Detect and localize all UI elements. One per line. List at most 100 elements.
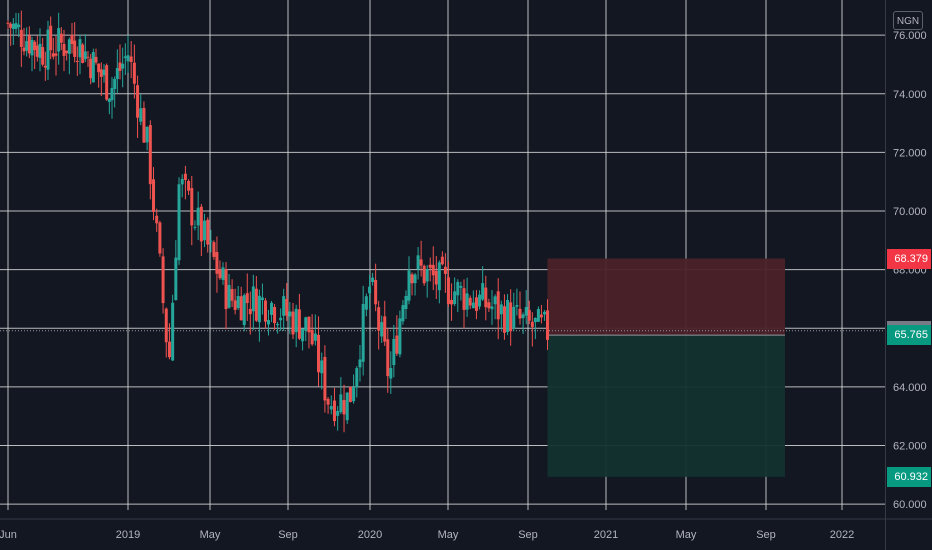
candle-body: [313, 333, 317, 341]
candle-body: [174, 257, 178, 301]
candle-body: [395, 335, 399, 354]
candle-body: [11, 23, 15, 29]
candle-body: [368, 286, 372, 294]
candle-body: [410, 274, 414, 284]
y-tick-label: 76.000: [893, 30, 927, 42]
candle-body: [263, 300, 267, 322]
candle-body: [190, 188, 194, 226]
long-position-tool[interactable]: [0, 258, 885, 477]
candle-body: [107, 98, 111, 102]
candle-body: [38, 43, 42, 58]
candle-body: [161, 256, 165, 304]
candle-body: [236, 296, 240, 309]
candle-body: [102, 69, 106, 76]
candle-body: [239, 296, 243, 321]
candle-body: [285, 299, 289, 316]
candle-body: [121, 63, 125, 69]
candle-body: [233, 300, 237, 310]
candle-body: [291, 311, 295, 335]
candle-body: [509, 302, 513, 332]
candle-body: [148, 125, 152, 185]
candle-body: [167, 341, 171, 358]
candle-body: [332, 400, 336, 422]
candle-body: [196, 207, 200, 226]
candle-body: [326, 398, 330, 405]
candle-body: [345, 392, 349, 421]
candle-body: [533, 317, 537, 323]
candle-body: [78, 39, 82, 58]
candle-body: [91, 52, 95, 83]
candle-body: [419, 259, 423, 266]
candle-body: [123, 56, 127, 59]
candle-body: [273, 306, 277, 324]
candle-body: [294, 308, 298, 333]
candle-body: [9, 23, 13, 28]
candle-body: [422, 265, 426, 284]
candle-body: [377, 307, 381, 331]
candle-body: [215, 251, 219, 274]
candle-body: [304, 317, 308, 331]
candle-body: [209, 240, 213, 242]
candle-body: [413, 274, 417, 284]
candle-body: [462, 288, 466, 310]
candle-body: [468, 297, 472, 306]
candle-body: [6, 22, 10, 24]
candle-body: [136, 85, 140, 118]
currency-badge[interactable]: NGN: [893, 11, 923, 30]
x-tick-label: May: [438, 529, 459, 541]
candle-body: [361, 303, 365, 362]
candle-body: [456, 281, 460, 296]
candle-body: [542, 311, 546, 315]
x-tick-label: May: [676, 529, 697, 541]
candle-body: [113, 78, 117, 89]
candle-body: [339, 394, 343, 413]
candle-body: [97, 63, 101, 73]
candle-body: [94, 56, 98, 63]
candle-body: [75, 60, 79, 62]
candle-body: [428, 264, 432, 268]
candle-body: [73, 40, 77, 57]
candle-body: [407, 270, 411, 301]
candle-body: [279, 317, 283, 321]
candle-body: [484, 287, 488, 308]
candle-body: [437, 262, 441, 291]
candle-body: [110, 88, 114, 101]
candle-body: [521, 314, 525, 319]
candle-body: [248, 308, 252, 315]
candle-body: [145, 126, 149, 143]
candle-body: [89, 58, 93, 79]
candle-body: [54, 53, 58, 56]
candle-body: [14, 23, 18, 29]
candle-body: [310, 329, 314, 345]
candle-body: [224, 269, 228, 310]
candle-body: [270, 302, 274, 315]
candle-body: [546, 310, 549, 340]
candle-body: [474, 297, 478, 311]
candle-body: [67, 39, 71, 54]
candle-body: [496, 291, 500, 320]
candle-body: [22, 47, 26, 52]
candles: [6, 10, 549, 433]
candle-body: [115, 67, 119, 79]
candle-body: [490, 306, 494, 310]
candle-body: [297, 309, 301, 339]
candle-body: [81, 44, 85, 63]
candle-body: [30, 39, 34, 56]
candle-body: [260, 297, 264, 301]
candle-body: [245, 293, 249, 304]
candle-body: [203, 220, 207, 241]
candle-body: [230, 289, 234, 301]
axis-ticks: 60.00062.00064.00066.00068.00070.00072.0…: [0, 30, 927, 541]
candle-body: [336, 410, 340, 416]
candle-body: [180, 178, 184, 185]
candle-body: [62, 43, 66, 56]
candle-body: [398, 318, 402, 355]
candle-body: [227, 285, 231, 308]
candle-body: [431, 264, 435, 276]
candle-body: [401, 305, 405, 322]
candle-body: [527, 309, 531, 321]
candle-body: [27, 35, 31, 54]
candle-body: [459, 285, 463, 288]
x-tick-label: 2022: [830, 529, 854, 541]
